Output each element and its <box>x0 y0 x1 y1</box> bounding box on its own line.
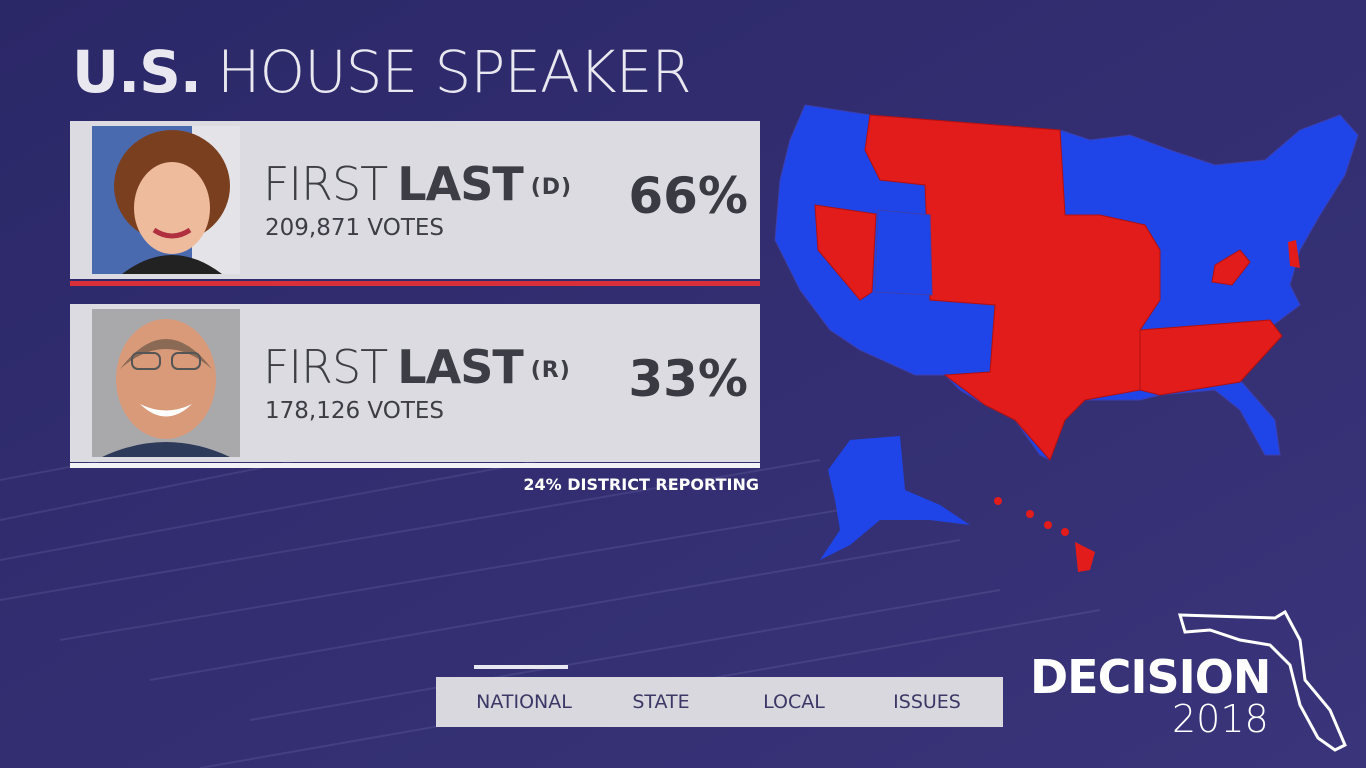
candidate-card: FIRST LAST (R) 178,126 VOTES 33% <box>70 304 760 462</box>
candidate-photo <box>92 126 240 274</box>
last-name: LAST <box>397 157 523 211</box>
percent: 33% <box>628 350 748 408</box>
party: (R) <box>530 358 571 383</box>
us-map <box>774 104 1359 572</box>
first-name: FIRST <box>263 340 388 394</box>
last-name: LAST <box>397 340 523 394</box>
candidate-card: FIRST LAST (D) 209,871 VOTES 66% <box>70 121 760 279</box>
active-tab-indicator <box>474 665 568 669</box>
title: U.S. HOUSE SPEAKER <box>72 38 692 106</box>
nav-tab[interactable]: NATIONAL <box>476 691 572 713</box>
logo-year: 2018 <box>1172 697 1269 741</box>
nav-tab[interactable]: LOCAL <box>763 691 825 713</box>
votes: 209,871 VOTES <box>265 215 445 241</box>
first-name: FIRST <box>263 157 388 211</box>
stripe <box>70 281 760 286</box>
stripe <box>70 463 760 468</box>
nav-tab[interactable]: ISSUES <box>893 691 961 713</box>
logo-word: DECISION <box>1030 650 1271 704</box>
nav-bar: NATIONAL STATE LOCAL ISSUES <box>436 677 1003 727</box>
florida-outline <box>1177 609 1347 752</box>
title-bold: U.S. <box>72 38 202 106</box>
reporting: 24% DISTRICT REPORTING <box>523 475 759 494</box>
votes: 178,126 VOTES <box>265 398 445 424</box>
title-light: HOUSE SPEAKER <box>216 38 692 106</box>
nav-tab[interactable]: STATE <box>632 691 690 713</box>
candidate-photo <box>92 309 240 457</box>
percent: 66% <box>628 167 748 225</box>
party: (D) <box>530 175 573 200</box>
